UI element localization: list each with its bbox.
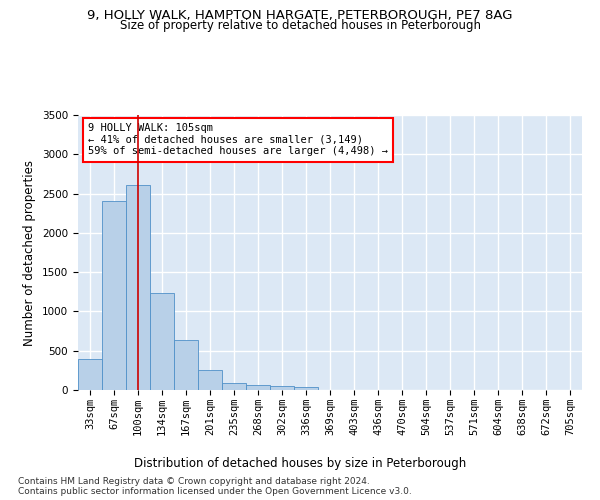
Y-axis label: Number of detached properties: Number of detached properties — [23, 160, 37, 346]
Bar — [222, 382, 246, 390]
Bar — [198, 370, 222, 390]
Text: 9, HOLLY WALK, HAMPTON HARGATE, PETERBOROUGH, PE7 8AG: 9, HOLLY WALK, HAMPTON HARGATE, PETERBOR… — [87, 9, 513, 22]
Bar — [246, 386, 270, 390]
Bar — [270, 386, 294, 390]
Bar — [150, 292, 174, 390]
Bar — [102, 202, 126, 390]
Bar — [294, 387, 318, 390]
Text: Contains HM Land Registry data © Crown copyright and database right 2024.: Contains HM Land Registry data © Crown c… — [18, 478, 370, 486]
Text: Size of property relative to detached houses in Peterborough: Size of property relative to detached ho… — [119, 19, 481, 32]
Bar — [126, 185, 150, 390]
Text: Contains public sector information licensed under the Open Government Licence v3: Contains public sector information licen… — [18, 488, 412, 496]
Bar — [78, 360, 102, 390]
Text: 9 HOLLY WALK: 105sqm
← 41% of detached houses are smaller (3,149)
59% of semi-de: 9 HOLLY WALK: 105sqm ← 41% of detached h… — [88, 123, 388, 156]
Text: Distribution of detached houses by size in Peterborough: Distribution of detached houses by size … — [134, 458, 466, 470]
Bar — [174, 340, 198, 390]
